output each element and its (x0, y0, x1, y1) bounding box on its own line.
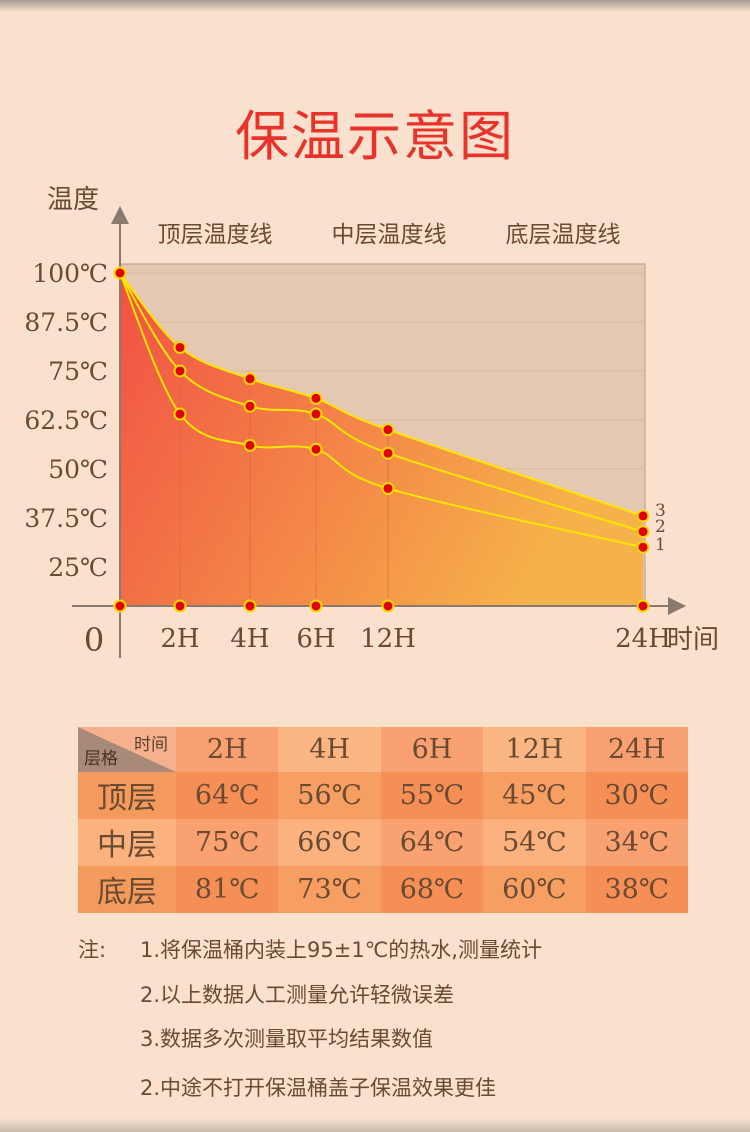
data-point (309, 442, 323, 456)
table-cell: 54℃ (483, 818, 586, 866)
axis-point (636, 599, 650, 613)
row-label: 顶层 (78, 771, 176, 819)
temperature-chart: 100℃ 87.5℃ 75℃ 62.5℃ 50℃ 37.5℃ 25℃ 2H 4H 6H 12H 24H… (24, 185, 719, 659)
table-cell: 64℃ (176, 771, 279, 819)
data-point (636, 525, 650, 539)
data-point (243, 399, 257, 413)
y-tick-label: 87.5℃ (24, 308, 108, 337)
table-cell: 66℃ (278, 818, 381, 866)
table-cell: 30℃ (585, 771, 688, 819)
corner-time-label: 时间 (134, 735, 168, 755)
x-tick-label: 6H (296, 624, 335, 654)
series-end-label: 2 (655, 517, 666, 537)
data-point (636, 540, 650, 554)
axis-labels: 100℃ 87.5℃ 75℃ 62.5℃ 50℃ 37.5℃ 25℃ 2H 4H 6H 12H 24H… (24, 185, 719, 659)
y-axis-label: 温度 (47, 185, 99, 215)
note-item: 2.以上数据人工测量允许轻微误差 (140, 983, 455, 1007)
table-cell: 75℃ (176, 818, 279, 866)
y-tick-label: 75℃ (48, 357, 108, 386)
series-line-2 (119, 272, 644, 533)
x-tick-label: 2H (160, 624, 199, 654)
y-tick-label: 100℃ (32, 259, 108, 288)
top-shadow-band (0, 0, 750, 12)
x-axis-label: 时间 (667, 625, 719, 655)
series-end-label: 3 (655, 501, 666, 521)
data-point (309, 391, 323, 405)
area-fill (120, 273, 643, 606)
row-label: 中层 (78, 818, 176, 866)
data-point (173, 340, 187, 354)
column-header: 2H (176, 727, 279, 772)
origin-label: 0 (84, 621, 104, 659)
x-tick-label: 12H (360, 624, 416, 654)
data-point (381, 446, 395, 460)
table-cell: 56℃ (278, 771, 381, 819)
table-cell: 81℃ (176, 865, 279, 913)
table-row: 顶层 64℃ 56℃ 55℃ 45℃ 30℃ (78, 771, 688, 819)
x-tick-label: 4H (230, 624, 269, 654)
table-row: 中层 75℃ 66℃ 64℃ 54℃ 34℃ (78, 818, 688, 866)
row-label: 底层 (78, 865, 176, 913)
legend-item: 中层温度线 (332, 222, 447, 248)
y-tick-label: 62.5℃ (24, 406, 108, 435)
note-item: 2.中途不打开保温桶盖子保温效果更佳 (140, 1076, 497, 1100)
column-header: 4H (278, 727, 381, 772)
axis-point (113, 599, 127, 613)
temperature-table: 时间 层格 2H 4H 6H 12H 24H 顶层 64℃ 56℃ 55℃ 45… (78, 727, 688, 913)
series-end-label: 1 (655, 535, 666, 555)
axis-point (243, 599, 257, 613)
data-point (381, 481, 395, 495)
data-point (173, 407, 187, 421)
axes (72, 206, 686, 658)
column-header: 6H (380, 727, 484, 772)
table-cell: 45℃ (483, 771, 586, 819)
table-row: 底层 81℃ 73℃ 68℃ 60℃ 38℃ (78, 865, 688, 913)
axis-point (309, 599, 323, 613)
data-point (243, 438, 257, 452)
note-item: 1.将保温桶内装上95±1℃的热水,测量统计 (140, 938, 542, 962)
table-cell: 60℃ (483, 865, 586, 913)
legend-item: 底层温度线 (506, 222, 621, 248)
column-header: 12H (483, 727, 586, 772)
y-tick-label: 50℃ (48, 455, 108, 484)
y-axis-arrow (111, 206, 129, 224)
table-header-row: 时间 层格 2H 4H 6H 12H 24H (78, 727, 688, 772)
x-tick-label: 24H (615, 624, 671, 654)
table-corner-cell: 时间 层格 (78, 727, 176, 772)
table-cell: 68℃ (380, 865, 484, 913)
table-cell: 73℃ (278, 865, 381, 913)
data-point (381, 423, 395, 437)
column-header: 24H (585, 727, 688, 772)
data-point (243, 372, 257, 386)
y-tick-label: 37.5℃ (24, 504, 108, 533)
data-markers (113, 266, 650, 613)
table-cell: 38℃ (585, 865, 688, 913)
page-title: 保温示意图 (235, 105, 515, 168)
x-axis-arrow (668, 597, 686, 615)
table-cell: 64℃ (380, 818, 484, 866)
notes-label: 注: (78, 938, 107, 962)
table-cell: 55℃ (380, 771, 484, 819)
data-point (173, 364, 187, 378)
table-cell: 34℃ (585, 818, 688, 866)
axis-point (173, 599, 187, 613)
data-point (309, 407, 323, 421)
axis-point (381, 599, 395, 613)
series-line-1 (119, 272, 644, 549)
y-tick-label: 25℃ (48, 553, 108, 582)
legend-item: 顶层温度线 (158, 222, 273, 248)
data-point (113, 266, 127, 280)
bottom-shadow-band (0, 1118, 750, 1132)
note-item: 3.数据多次测量取平均结果数值 (140, 1027, 434, 1051)
corner-layer-label: 层格 (84, 748, 118, 769)
data-point (636, 509, 650, 523)
